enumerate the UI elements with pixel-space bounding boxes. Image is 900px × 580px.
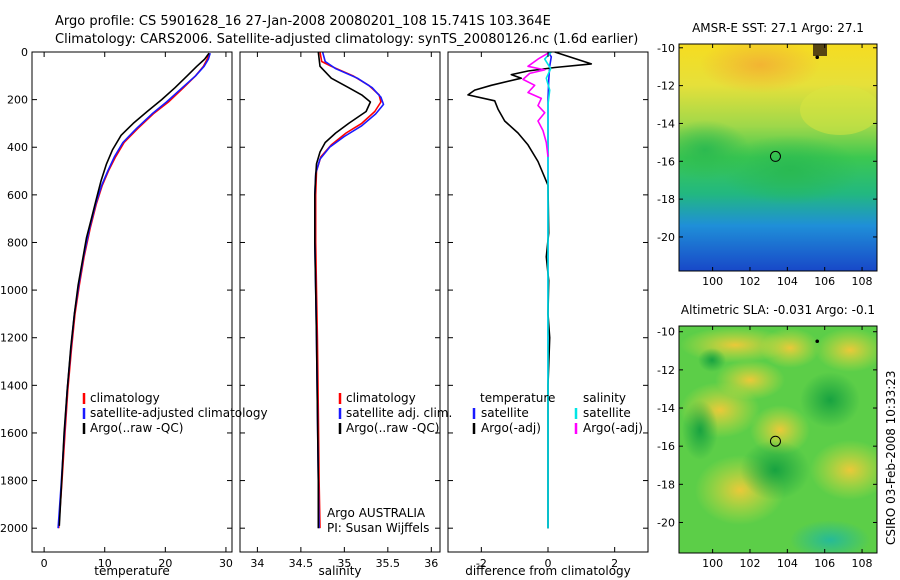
temperature-legend-label: Argo(..raw -QC) bbox=[90, 421, 183, 435]
depth-tick-label: 1400 bbox=[0, 379, 28, 392]
depth-tick-label: 600 bbox=[7, 189, 28, 202]
map-axes-sst-ytick-label: -12 bbox=[657, 80, 675, 93]
sst-map-title: AMSR-E SST: 27.1 Argo: 27.1 bbox=[692, 21, 864, 35]
diff-legend-salinity-title: salinity bbox=[583, 391, 626, 405]
sla-heatmap bbox=[679, 326, 877, 553]
map-axes-sst-ytick-label: -18 bbox=[657, 193, 675, 206]
panel-difference-xtick-label: 0 bbox=[545, 557, 552, 570]
diff-legend-label: Argo(-adj) bbox=[583, 421, 643, 435]
panel-temperature-xtick-label: 0 bbox=[41, 557, 48, 570]
sla-map-title: Altimetric SLA: -0.031 Argo: -0.1 bbox=[681, 303, 875, 317]
map-axes-sst-dot-marker bbox=[815, 55, 820, 60]
map-axes-sla-ytick-label: -16 bbox=[657, 440, 675, 453]
map-axes-sst-xtick-label: 106 bbox=[814, 275, 835, 288]
depth-tick-label: 800 bbox=[7, 236, 28, 249]
salinity-legend-label: satellite adj. clim. bbox=[346, 406, 452, 420]
panel-temperature-line-argo-raw-qc- bbox=[58, 52, 210, 526]
panel-difference-line-salinity-satellite bbox=[543, 51, 552, 529]
map-axes-sla-xtick-label: 100 bbox=[702, 557, 723, 570]
panel-salinity-frame bbox=[239, 51, 441, 553]
salinity-legend-label: climatology bbox=[346, 391, 416, 405]
depth-tick-label: 1800 bbox=[0, 475, 28, 488]
panel-temperature-xtick-label: 20 bbox=[158, 557, 172, 570]
map-axes-sst-ytick-label: -10 bbox=[657, 42, 675, 55]
map-axes-sst-ytick-label: -14 bbox=[657, 117, 675, 130]
map-axes-sla-ytick-label: -18 bbox=[657, 478, 675, 491]
panel-temperature-line-satellite-adjusted-climatology bbox=[57, 52, 211, 529]
map-axes-sst-xtick-label: 100 bbox=[702, 275, 723, 288]
diff-legend-temperature-title: temperature bbox=[480, 391, 555, 405]
temperature-legend-label: climatology bbox=[90, 391, 160, 405]
panel-temperature-frame bbox=[31, 51, 233, 553]
depth-tick-label: 0 bbox=[21, 46, 28, 59]
diff-legend-label: satellite bbox=[481, 406, 529, 420]
panel-salinity-xtick-label: 34.5 bbox=[289, 557, 314, 570]
panel-temperature-line-climatology bbox=[57, 52, 210, 529]
panel-salinity-xtick-label: 36 bbox=[424, 557, 438, 570]
figure-title-line1: Argo profile: CS 5901628_16 27-Jan-2008 … bbox=[55, 14, 551, 29]
map-axes-sla-xtick-label: 104 bbox=[777, 557, 798, 570]
depth-tick-label: 1000 bbox=[0, 284, 28, 297]
map-axes-sla-dot-marker bbox=[815, 339, 820, 344]
salinity-legend-label: Argo(..raw -QC) bbox=[346, 421, 439, 435]
panel-difference-xtick-label: -2 bbox=[476, 557, 487, 570]
diff-legend-label: Argo(-adj) bbox=[481, 421, 541, 435]
argo-australia-label: Argo AUSTRALIA bbox=[327, 506, 426, 520]
panel-salinity-xtick-label: 35 bbox=[337, 557, 351, 570]
map-axes-sla-ytick-label: -14 bbox=[657, 402, 675, 415]
sla-map-panel: Altimetric SLA: -0.031 Argo: -0.1 100 102… bbox=[657, 303, 878, 570]
map-axes-sla-ytick-label: -20 bbox=[657, 516, 675, 529]
panel-salinity-xtick-label: 34 bbox=[250, 557, 264, 570]
temperature-legend-label: satellite-adjusted climatology bbox=[90, 406, 268, 420]
panel-temperature-xtick-label: 30 bbox=[219, 557, 233, 570]
map-axes-sla-xtick-label: 102 bbox=[739, 557, 760, 570]
depth-tick-label: 1600 bbox=[0, 427, 28, 440]
sst-heatmap bbox=[679, 44, 877, 271]
map-axes-sla-ytick-label: -12 bbox=[657, 364, 675, 377]
map-axes-sst-ytick-label: -20 bbox=[657, 231, 675, 244]
map-axes-sst-argo-marker bbox=[769, 150, 781, 162]
panel-salinity-xlabel: salinity bbox=[318, 564, 361, 578]
panel-temperature-xtick-label: 10 bbox=[98, 557, 112, 570]
temperature-profile-panel: 0 10 20 30 temperature 0 200 400 600 800 1000 1200 1… bbox=[0, 46, 268, 578]
map-axes-sla-argo-marker bbox=[769, 435, 781, 447]
depth-tick-label: 2000 bbox=[0, 522, 28, 535]
figure-title-line2: Climatology: CARS2006. Satellite-adjuste… bbox=[55, 32, 638, 47]
diff-legend-label: satellite bbox=[583, 406, 631, 420]
depth-tick-label: 400 bbox=[7, 141, 28, 154]
panel-difference-line-salinity-argo-adj- bbox=[522, 52, 549, 157]
depth-tick-label: 200 bbox=[7, 94, 28, 107]
panel-difference-xtick-label: 2 bbox=[611, 557, 618, 570]
panel-difference-line-temperature-argo-adj- bbox=[467, 51, 593, 529]
panel-temperature-xlabel: temperature bbox=[94, 564, 169, 578]
map-axes-sst-xtick-label: 108 bbox=[852, 275, 873, 288]
pi-name-label: PI: Susan Wijffels bbox=[327, 521, 429, 535]
map-axes-sla-xtick-label: 106 bbox=[814, 557, 835, 570]
panel-difference-xlabel: difference from climatology bbox=[465, 564, 631, 578]
sst-map-panel: AMSR-E SST: 27.1 Argo: 27.1 100 102 104 106… bbox=[657, 21, 878, 288]
salinity-profile-panel: 34 34.5 35 35.5 36 salinity climatologysatelli… bbox=[239, 51, 452, 578]
credit-text: CSIRO 03-Feb-2008 10:33:23 bbox=[884, 370, 898, 545]
map-axes-sla-ytick-label: -10 bbox=[657, 326, 675, 339]
map-axes-sst-xtick-label: 104 bbox=[777, 275, 798, 288]
depth-tick-label: 1200 bbox=[0, 332, 28, 345]
map-axes-sst-ytick-label: -16 bbox=[657, 155, 675, 168]
panel-salinity-xtick-label: 35.5 bbox=[376, 557, 401, 570]
map-axes-sla-xtick-label: 108 bbox=[852, 557, 873, 570]
map-axes-sst-xtick-label: 102 bbox=[739, 275, 760, 288]
panel-salinity-line-argo-raw-qc- bbox=[313, 51, 372, 529]
